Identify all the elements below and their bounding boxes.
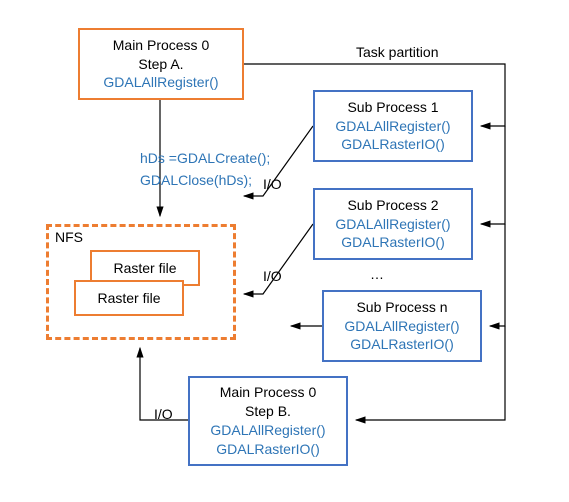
raster2-line-0: Raster file — [97, 289, 160, 308]
subn: Sub Process nGDALAllRegister()GDALRaster… — [322, 290, 482, 362]
main_a-line-2: GDALAllRegister() — [103, 73, 218, 92]
sub1-line-1: GDALAllRegister() — [335, 117, 450, 136]
main_b-line-2: GDALAllRegister() — [210, 421, 325, 440]
raster2: Raster file — [74, 280, 184, 316]
raster1-line-0: Raster file — [113, 259, 176, 278]
sub2-line-0: Sub Process 2 — [347, 196, 438, 215]
subn-line-1: GDALAllRegister() — [344, 317, 459, 336]
main_b-line-3: GDALRasterIO() — [216, 440, 319, 459]
main_a: Main Process 0Step A.GDALAllRegister() — [78, 28, 244, 100]
main_a-line-0: Main Process 0 — [113, 36, 209, 55]
sub2-line-2: GDALRasterIO() — [341, 233, 444, 252]
main_b: Main Process 0Step B.GDALAllRegister()GD… — [188, 376, 348, 466]
subn-line-2: GDALRasterIO() — [350, 335, 453, 354]
main_b-line-1: Step B. — [245, 402, 291, 421]
sub1-line-0: Sub Process 1 — [347, 98, 438, 117]
nfs-label: NFS — [55, 229, 83, 245]
label-dots: … — [370, 266, 384, 282]
sub2-line-1: GDALAllRegister() — [335, 215, 450, 234]
label-task_partition: Task partition — [356, 44, 438, 60]
main_b-line-0: Main Process 0 — [220, 383, 316, 402]
subn-line-0: Sub Process n — [356, 298, 447, 317]
label-io1: I/O — [263, 176, 282, 192]
sub1-line-2: GDALRasterIO() — [341, 135, 444, 154]
label-close: GDALClose(hDs); — [140, 172, 252, 188]
sub1: Sub Process 1GDALAllRegister()GDALRaster… — [313, 90, 473, 162]
sub2: Sub Process 2GDALAllRegister()GDALRaster… — [313, 188, 473, 260]
label-hds: hDs =GDALCreate(); — [140, 150, 270, 166]
label-io3: I/O — [154, 406, 173, 422]
label-io2: I/O — [263, 268, 282, 284]
main_a-line-1: Step A. — [138, 55, 183, 74]
